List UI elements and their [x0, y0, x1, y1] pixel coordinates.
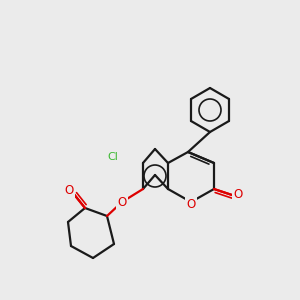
Text: Cl: Cl — [108, 152, 118, 162]
Text: O: O — [117, 196, 127, 208]
Text: O: O — [186, 197, 196, 211]
Text: O: O — [233, 188, 243, 200]
Text: O: O — [64, 184, 74, 196]
